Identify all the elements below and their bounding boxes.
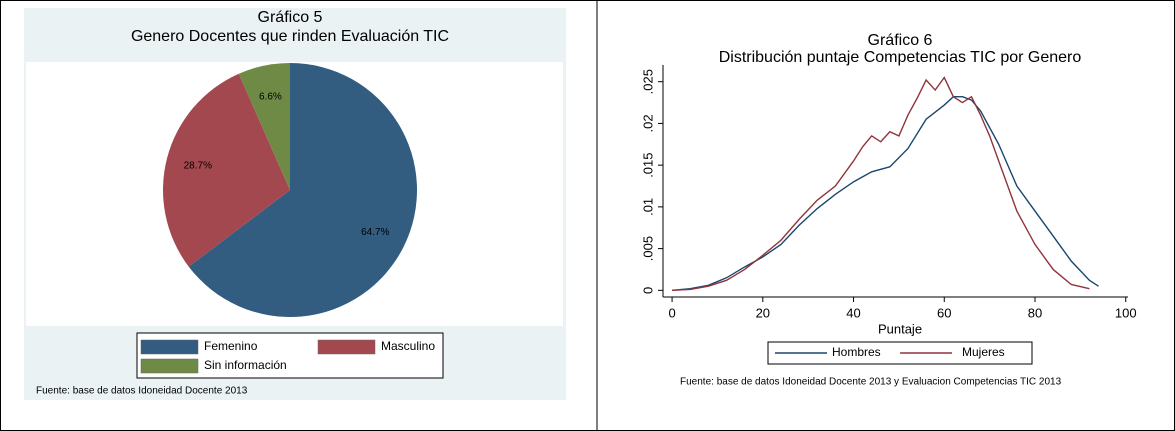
x-tick-label: 60 [937,305,951,320]
data-label: 28.7% [184,161,212,172]
y-tick-label: .005 [640,236,655,261]
data-label: 6.6% [259,91,282,102]
line-series [672,96,1099,292]
y-tick-label: 0 [640,287,655,294]
x-tick-label: 80 [1028,305,1042,320]
chart-subtitle: Genero Docentes que rinden Evaluación TI… [131,28,449,45]
legend-label: Hombres [832,345,881,359]
footnote: Fuente: base de datos Idoneidad Docente … [36,386,248,397]
y-tick-label: .01 [640,198,655,216]
legend-swatch [317,339,376,355]
pie-slice [188,63,417,318]
chart-title: Gráfico 6 [868,32,933,49]
chart-subtitle: Distribución puntaje Competencias TIC po… [719,49,1082,66]
y-tick-label: .02 [640,114,655,132]
legend-swatch [140,358,199,374]
legend-label: Masculino [381,339,435,353]
line-series [672,76,1090,292]
chart-title: Gráfico 5 [258,9,323,26]
x-tick-label: 20 [756,305,770,320]
x-tick-label: 0 [668,305,675,320]
x-tick-label: 100 [1115,305,1137,320]
legend-label: Sin información [204,358,287,372]
x-axis-label: Puntaje [878,321,922,336]
pie-slice [238,63,290,190]
chart-background [610,8,1150,400]
pie-slice [162,73,290,267]
y-tick-label: .025 [640,69,655,94]
y-tick-label: .015 [640,152,655,177]
legend-label: Femenino [204,339,258,353]
x-tick-label: 40 [846,305,860,320]
data-label: 64.7% [361,227,389,238]
footnote: Fuente: base de datos Idoneidad Docente … [680,377,1062,388]
legend-label: Mujeres [962,345,1005,359]
legend-swatch [140,339,199,355]
